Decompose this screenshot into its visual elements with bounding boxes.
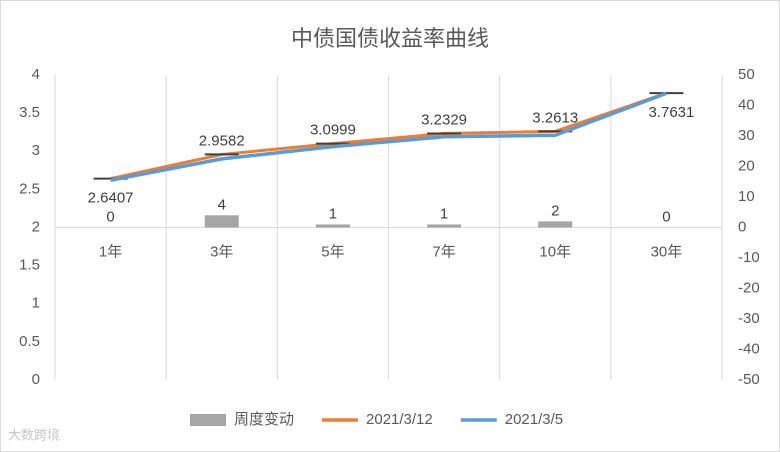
y-tick-label: 0.5: [19, 333, 40, 350]
y2-tick-label: -20: [738, 279, 760, 296]
y-tick-label: 1: [32, 295, 40, 312]
y2-tick-label: 40: [738, 96, 755, 113]
line: [110, 91, 668, 182]
bar: [427, 224, 462, 228]
watermark: 大数跨境: [8, 427, 60, 442]
y2-tick-label: 10: [738, 188, 755, 205]
chart-title: 中债国债收益率曲线: [291, 26, 489, 51]
x-tick-label: 1年: [99, 243, 122, 260]
y2-tick-label: -50: [738, 371, 760, 388]
y2-tick-label: 20: [738, 157, 755, 174]
point-value-label: 3.2613: [532, 109, 578, 126]
y-tick-label: 2.5: [19, 180, 40, 197]
x-tick-label: 5年: [321, 243, 344, 260]
y2-tick-label: 50: [738, 66, 755, 83]
x-tick-label: 10年: [539, 243, 571, 260]
point-value-label: 3.7631: [648, 104, 694, 121]
bar-value-label: 4: [218, 196, 226, 213]
y2-tick-label: -30: [738, 310, 760, 327]
point-value-label: 2.9582: [199, 132, 245, 149]
bar: [315, 224, 350, 228]
bar: [538, 221, 573, 228]
point-value-label: 3.0999: [310, 122, 356, 139]
legend-swatch: [190, 414, 226, 426]
y2-tick-label: -10: [738, 249, 760, 266]
y2-tick-label: -40: [738, 340, 760, 357]
x-tick-label: 7年: [432, 243, 455, 260]
legend-label: 2021/3/5: [505, 411, 563, 428]
bar-value-label: 0: [662, 208, 670, 225]
y-tick-label: 0: [32, 371, 40, 388]
legend-label: 2021/3/12: [366, 411, 433, 428]
bar: [204, 215, 239, 228]
x-tick-label: 3年: [210, 243, 233, 260]
bar-value-label: 0: [106, 208, 114, 225]
bar-value-label: 1: [329, 205, 337, 222]
y-tick-label: 1.5: [19, 257, 40, 274]
x-tick-label: 30年: [651, 243, 683, 260]
bar-value-label: 2: [551, 202, 559, 219]
legend-label: 周度变动: [234, 411, 294, 428]
y2-tick-label: 30: [738, 127, 755, 144]
y-tick-label: 4: [32, 66, 40, 83]
point-value-label: 2.6407: [88, 190, 134, 207]
y-tick-label: 3.5: [19, 104, 40, 121]
point-value-label: 3.2329: [421, 111, 467, 128]
y2-tick-label: 0: [738, 218, 746, 235]
bar-value-label: 1: [440, 205, 448, 222]
y-tick-label: 3: [32, 142, 40, 159]
line: [110, 91, 667, 181]
y-tick-label: 2: [32, 218, 40, 235]
